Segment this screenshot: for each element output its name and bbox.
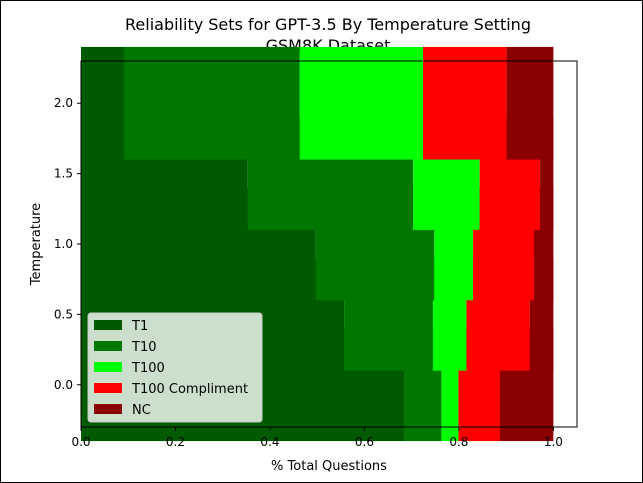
bar-t100-compliment-temp-2 bbox=[423, 46, 507, 160]
y-tick-label: 0.0 bbox=[54, 378, 73, 392]
legend-label: T100 bbox=[131, 361, 165, 376]
y-tick-label: 1.0 bbox=[54, 237, 73, 251]
legend-swatch-t100-compliment bbox=[94, 383, 122, 393]
bar-t10-temp-2 bbox=[123, 46, 300, 160]
bar-t1-temp-2 bbox=[81, 46, 124, 160]
y-tick-label: 1.5 bbox=[54, 167, 73, 181]
legend: T1 T10 T100 T100 Compliment NC bbox=[87, 312, 263, 423]
x-axis-label: % Total Questions bbox=[271, 459, 387, 474]
legend-swatch-t10 bbox=[94, 341, 122, 351]
x-tick-label: 0.4 bbox=[260, 435, 279, 449]
bars-group bbox=[81, 46, 554, 442]
x-tick-label: 0.0 bbox=[71, 435, 90, 449]
legend-swatch-nc bbox=[94, 404, 122, 414]
chart-title: Reliability Sets for GPT-3.5 By Temperat… bbox=[125, 15, 531, 34]
x-tick-label: 1.0 bbox=[544, 435, 563, 449]
x-tick-label: 0.6 bbox=[355, 435, 374, 449]
x-axis-ticks: 0.0 0.2 0.4 0.6 0.8 1.0 bbox=[71, 427, 563, 449]
y-tick-label: 2.0 bbox=[54, 96, 73, 110]
x-tick-label: 0.8 bbox=[449, 435, 468, 449]
y-axis-label: Temperature bbox=[29, 203, 44, 286]
y-tick-label: 0.5 bbox=[54, 307, 73, 321]
legend-swatch-t100 bbox=[94, 362, 122, 372]
legend-swatch-t1 bbox=[94, 320, 122, 330]
legend-label: T100 Compliment bbox=[131, 382, 248, 397]
y-axis-ticks: 0.0 0.5 1.0 1.5 2.0 bbox=[54, 96, 81, 392]
legend-label: NC bbox=[132, 403, 151, 418]
bar-nc-temp-2 bbox=[506, 46, 554, 160]
legend-box bbox=[87, 312, 263, 423]
legend-label: T10 bbox=[131, 340, 156, 355]
x-tick-label: 0.2 bbox=[166, 435, 185, 449]
legend-label: T1 bbox=[131, 319, 148, 334]
bar-t100-temp-2 bbox=[299, 46, 423, 160]
